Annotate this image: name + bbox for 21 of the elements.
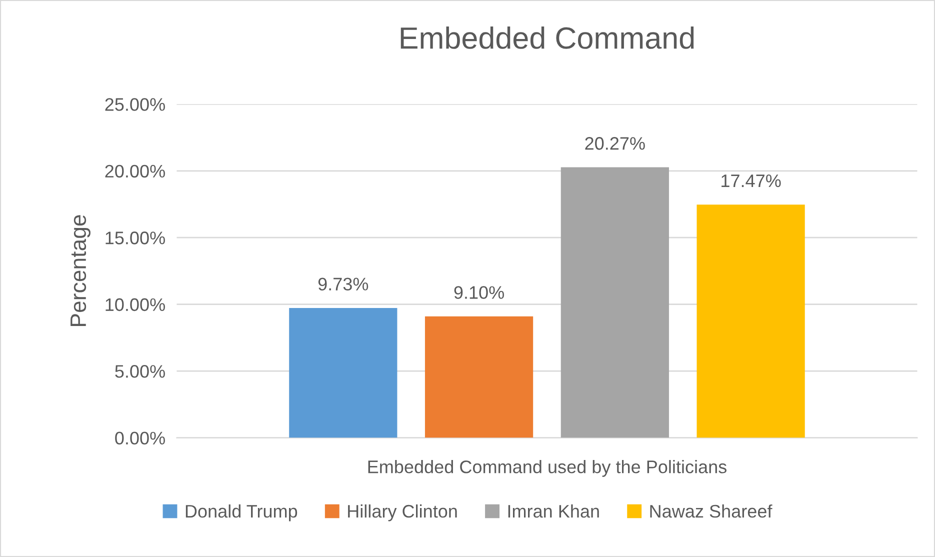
x-axis-title: Embedded Command used by the Politicians xyxy=(368,460,726,477)
legend-label: Imran Khan xyxy=(508,504,599,518)
y-tick-label: 20.00% xyxy=(105,164,165,178)
data-label: 20.27% xyxy=(585,137,645,150)
y-axis-title: Percentage xyxy=(70,215,90,326)
data-label: 17.47% xyxy=(722,174,781,188)
y-tick-label: 25.00% xyxy=(105,98,165,111)
bar xyxy=(289,308,398,438)
y-tick-label: 15.00% xyxy=(106,232,165,244)
data-label: 9.10% xyxy=(454,286,504,299)
data-label: 9.73% xyxy=(318,278,368,290)
legend-label: Donald Trump xyxy=(186,504,298,522)
bar xyxy=(424,316,534,438)
y-tick-label: 10.00% xyxy=(106,298,165,312)
legend-label: Nawaz Shareef xyxy=(650,504,772,518)
y-tick-label: 0.00% xyxy=(115,432,165,445)
chart-title: Embedded Command xyxy=(400,26,694,49)
legend-label: Hillary Clinton xyxy=(348,504,457,522)
bar xyxy=(696,204,805,438)
bar xyxy=(560,167,669,438)
y-tick-label: 5.00% xyxy=(115,365,165,378)
